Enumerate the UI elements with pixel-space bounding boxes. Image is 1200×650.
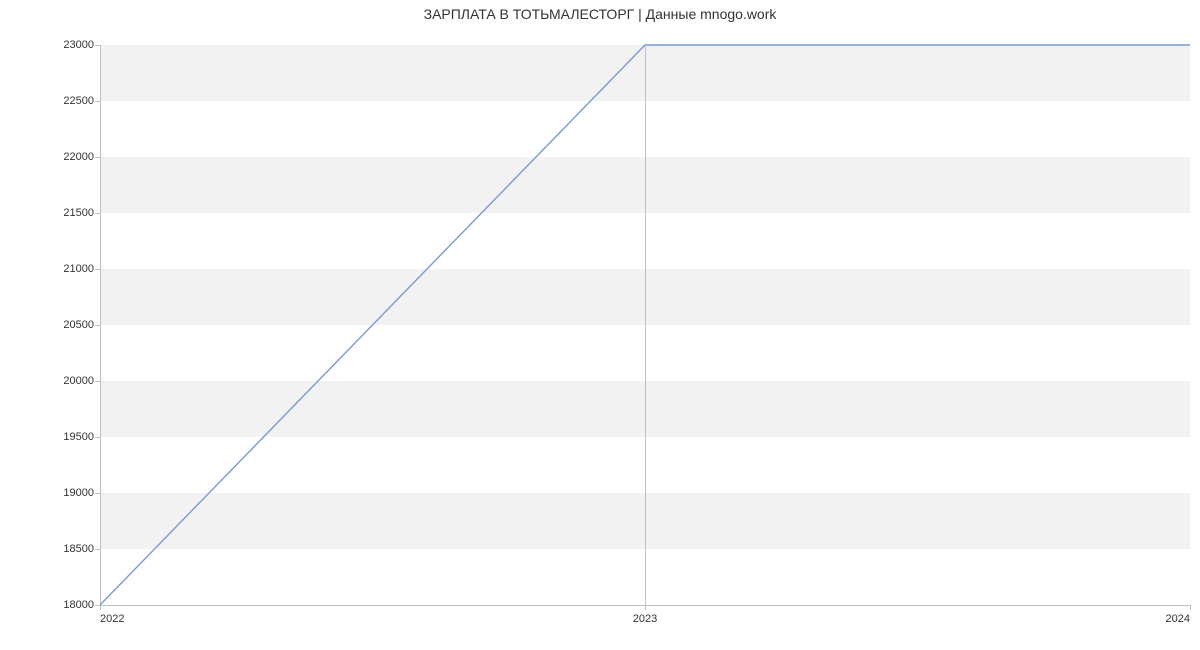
plot-area: 1800018500190001950020000205002100021500… (100, 45, 1190, 605)
chart-title: ЗАРПЛАТА В ТОТЬМАЛЕСТОРГ | Данные mnogo.… (0, 6, 1200, 22)
y-tick-label: 21500 (63, 207, 94, 219)
y-tick-label: 18000 (63, 599, 94, 611)
x-tick-label: 2024 (1166, 613, 1190, 625)
y-tick-label: 22000 (63, 151, 94, 163)
y-tick-label: 22500 (63, 95, 94, 107)
x-tick-mark (1190, 605, 1191, 610)
y-tick-label: 19500 (63, 431, 94, 443)
y-tick-label: 23000 (63, 39, 94, 51)
x-tick-label: 2023 (633, 613, 657, 625)
y-tick-label: 18500 (63, 543, 94, 555)
y-tick-label: 20500 (63, 319, 94, 331)
y-tick-label: 20000 (63, 375, 94, 387)
x-tick-label: 2022 (100, 613, 124, 625)
y-tick-label: 21000 (63, 263, 94, 275)
y-tick-label: 19000 (63, 487, 94, 499)
series-layer (100, 45, 1190, 605)
series-salary (100, 45, 1190, 605)
salary-chart: ЗАРПЛАТА В ТОТЬМАЛЕСТОРГ | Данные mnogo.… (0, 0, 1200, 650)
x-axis-line (100, 605, 1190, 606)
